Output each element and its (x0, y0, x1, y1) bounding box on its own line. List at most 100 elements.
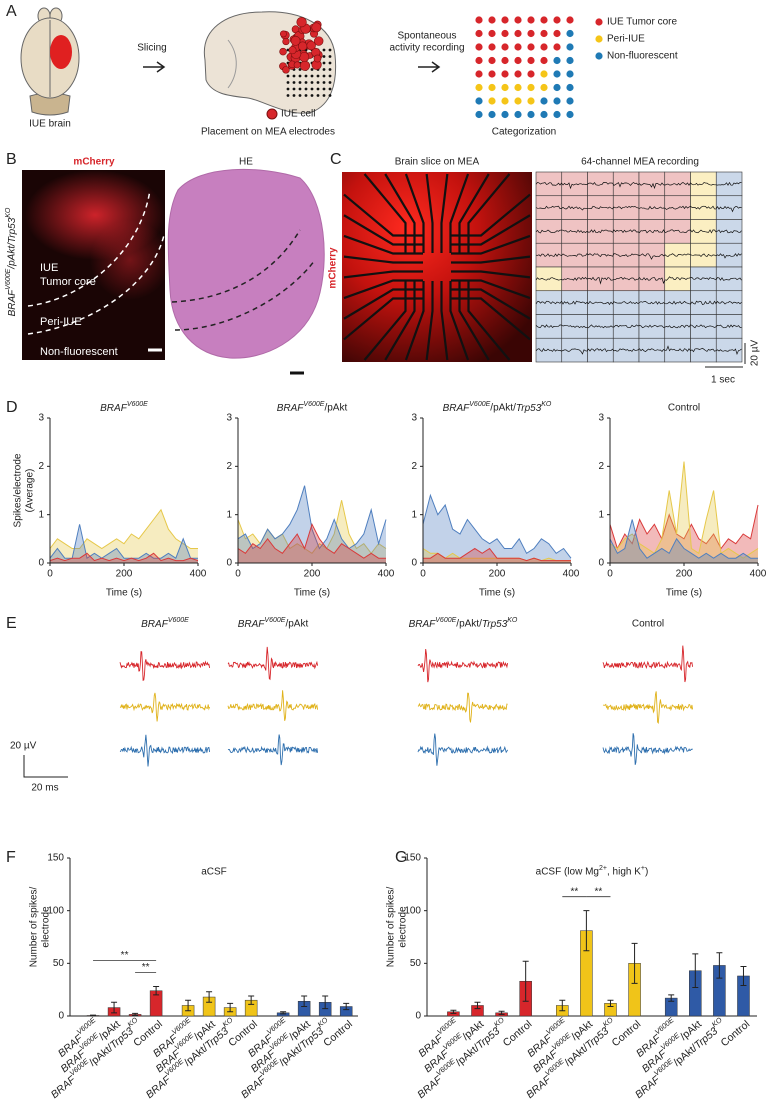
error-bar (668, 994, 675, 1002)
channel-cell (587, 266, 614, 292)
y-tick-label: 0 (411, 558, 417, 569)
channel-cell (587, 219, 614, 244)
error-bar (522, 960, 529, 1002)
significance-label: ** (142, 962, 150, 973)
electrode-category (501, 56, 509, 65)
electrode (316, 81, 320, 84)
electrode-category (527, 83, 535, 92)
channel-trace (535, 229, 742, 234)
mea-lead (440, 173, 449, 253)
x-tick-label: 400 (750, 569, 767, 580)
mea-lead (343, 288, 423, 320)
y-axis-label: Spikes/electrode (13, 453, 24, 527)
y-tick-label: 1 (226, 509, 232, 520)
channel-cell (715, 242, 743, 268)
electrode-category (527, 110, 535, 119)
error-bar (132, 1012, 139, 1016)
voltage-trace (119, 651, 211, 681)
boundary (27, 189, 151, 307)
error-bar (583, 910, 590, 952)
electrode-category (527, 70, 535, 78)
error-bar (206, 991, 213, 1003)
electrode-category (501, 83, 509, 92)
electrode (304, 94, 308, 97)
electrode (328, 94, 332, 97)
electrode (310, 87, 314, 91)
text-part: V600E (435, 617, 456, 624)
channel-trace (535, 181, 742, 190)
electrode (298, 94, 302, 97)
mea-lead (343, 255, 423, 264)
error-bar (90, 1014, 97, 1017)
x-tick-label: 200 (116, 569, 133, 580)
x-tick-label: BRAFV600E/pAkt/Trp53KO (631, 1015, 729, 1100)
text-part: BRAF (409, 619, 437, 630)
mea-lead (343, 270, 423, 279)
x-tick-label: BRAFV600E/pAkt/Trp53KO (413, 1015, 511, 1100)
x-tick-label: 0 (235, 569, 241, 580)
area-fill (423, 548, 571, 563)
error-bar (692, 953, 699, 989)
iue-cell (282, 66, 290, 74)
electrode-category (553, 43, 561, 51)
mea-lead (451, 297, 531, 341)
error-bar (111, 1001, 118, 1014)
image-title: Brain slice on MEA (395, 157, 480, 168)
voltage-trace (417, 692, 508, 723)
region-label: IUE (40, 262, 58, 274)
channel-trace (535, 300, 742, 306)
electrode-category (514, 56, 522, 65)
error-bar (322, 995, 329, 1010)
electrode-category (540, 97, 548, 105)
electrode (328, 81, 332, 84)
y-tick-label: 100 (404, 905, 421, 916)
y-tick-label: 2 (226, 461, 232, 472)
x-tick-label: 400 (563, 569, 580, 580)
electrode (310, 74, 314, 78)
text-part: BRAF (100, 403, 128, 414)
x-tick-label: 200 (489, 569, 506, 580)
y-tick-label: 150 (47, 853, 64, 864)
channel-cell (587, 314, 614, 339)
mea-lead (384, 173, 416, 253)
electrode (298, 68, 302, 71)
mea-lead (451, 234, 531, 255)
electrode-category (527, 56, 535, 65)
electrode-category (514, 16, 522, 24)
electrode-category (527, 16, 535, 24)
area-fill (423, 548, 571, 563)
electrode (310, 81, 314, 84)
he-image (167, 168, 325, 359)
electrode-category (540, 83, 548, 92)
y-tick-label: 3 (411, 413, 417, 424)
area-fill (423, 495, 571, 563)
area-fill (610, 461, 758, 563)
electrode (328, 74, 332, 78)
electrode-category (566, 43, 574, 51)
significance-label: ** (595, 886, 603, 897)
electrode-category (475, 97, 483, 105)
axis (69, 858, 358, 1017)
channel-cell (587, 195, 614, 220)
y-tick-label: 0 (38, 558, 44, 569)
area-line (237, 522, 386, 559)
electrode (292, 81, 296, 84)
voltage-trace (227, 734, 319, 766)
error-bar (716, 952, 723, 979)
voltage-trace (602, 733, 693, 765)
y-tick-label: 2 (38, 461, 44, 472)
iue-cell (313, 54, 322, 63)
trace-title: BRAFV600E (141, 617, 189, 629)
chart-title: aCSF (low Mg2+, high K+) (536, 865, 649, 877)
x-tick-label: BRAFV600E/pAkt/Trp53KO (522, 1015, 620, 1100)
mea-lead (343, 297, 423, 341)
electrode-category (514, 43, 522, 51)
legend-label: Non-fluorescent (607, 51, 678, 62)
x-tick-label: 0 (420, 569, 426, 580)
step-label: Spontaneous (398, 31, 457, 42)
text-part: V600E (264, 617, 285, 624)
text-part: BRAF (238, 619, 266, 630)
cell-key-dot (266, 108, 278, 120)
iue-cell (311, 22, 322, 33)
electrode-category (514, 70, 522, 78)
